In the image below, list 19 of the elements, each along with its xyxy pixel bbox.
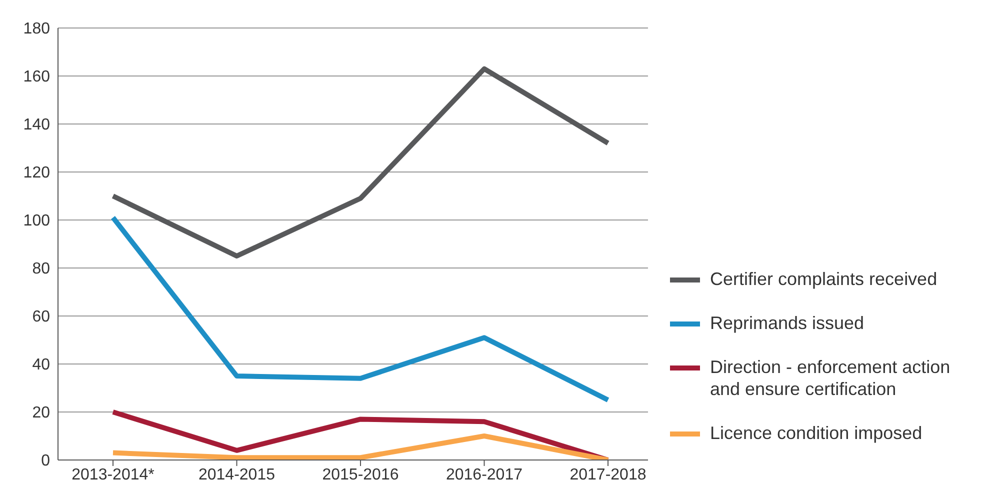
y-tick-label: 0: [41, 452, 50, 470]
y-tick-label: 40: [32, 356, 50, 374]
y-tick-label: 180: [23, 20, 50, 38]
x-tick-label: 2016-2017: [446, 466, 523, 484]
x-tick-label: 2017-2018: [570, 466, 646, 484]
y-tick-label: 20: [32, 404, 50, 422]
y-tick-label: 100: [23, 212, 50, 230]
y-tick-label: 140: [23, 116, 50, 134]
x-tick-label: 2013-2014*: [72, 466, 154, 484]
y-tick-label: 80: [32, 260, 50, 278]
x-tick-label: 2015-2016: [322, 466, 399, 484]
x-tick-label: 2014-2015: [198, 466, 276, 484]
y-tick-label: 60: [32, 308, 50, 326]
legend-label: Certifier complaints received: [710, 268, 938, 290]
legend-label: Reprimands issued: [710, 312, 866, 334]
legend-label: Direction - enforcement action and ensure certification: [710, 356, 952, 400]
legend-label: Licence condition imposed: [710, 422, 924, 444]
y-tick-label: 120: [23, 164, 50, 182]
y-tick-label: 160: [23, 68, 50, 86]
